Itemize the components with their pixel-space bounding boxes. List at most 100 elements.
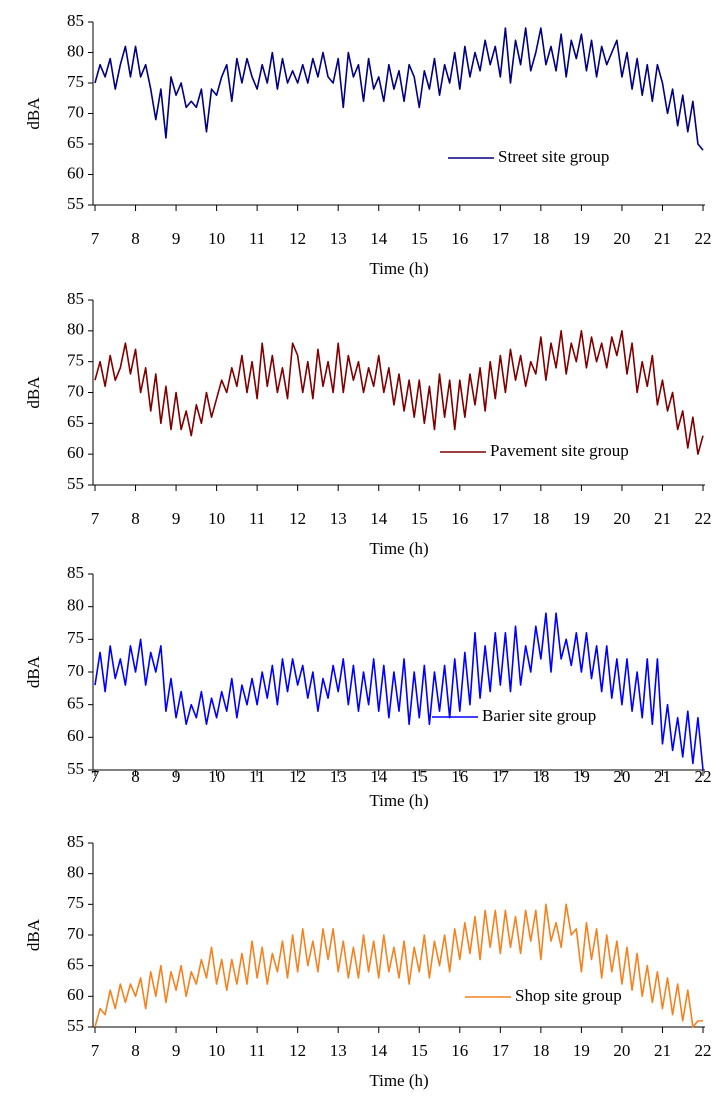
x-tick-label: 9 [172,1041,181,1060]
x-tick-label: 13 [330,509,347,528]
x-tick-label: 7 [91,767,100,786]
data-line [94,330,704,455]
x-tick-label: 17 [492,229,510,248]
x-tick-label: 21 [654,229,671,248]
x-tick-label: 11 [249,1041,265,1060]
x-axis-label: Time (h) [369,539,428,558]
x-tick-label: 7 [91,1041,100,1060]
x-tick-label: 10 [208,509,225,528]
x-tick-label: 22 [695,509,712,528]
x-tick-label: 22 [695,767,712,786]
x-tick-label: 13 [330,229,347,248]
x-tick-label: 18 [532,229,549,248]
legend-label: Street site group [498,147,609,166]
y-tick-label: 70 [67,102,84,121]
y-tick-label: 55 [67,1016,84,1035]
x-axis-label: Time (h) [369,1071,428,1090]
x-tick-label: 15 [411,229,428,248]
x-tick-label: 16 [451,229,468,248]
x-axis-label: Time (h) [369,259,428,278]
x-tick-label: 11 [249,509,265,528]
x-tick-label: 22 [695,229,712,248]
legend-label: Pavement site group [490,441,629,460]
y-tick-label: 85 [67,11,84,30]
data-line [94,27,704,151]
chart-panel: 55 60 65 70 75 80 85 7 8 9 10 11 12 13 14 15 16 17 18 19 20 2… [24,563,712,810]
x-tick-label: 9 [172,509,181,528]
y-tick-label: 55 [67,194,84,213]
x-tick-label: 20 [613,767,630,786]
x-tick-label: 11 [249,767,265,786]
chart-panel: 55 60 65 70 75 80 85 7 8 9 10 11 12 13 14 15 16 17 18 19 20 2… [24,832,712,1090]
x-tick-label: 10 [208,767,225,786]
y-tick-label: 80 [67,863,84,882]
x-tick-label: 20 [613,509,630,528]
y-tick-label: 55 [67,474,84,493]
y-tick-label: 65 [67,955,84,974]
x-tick-label: 9 [172,767,181,786]
x-tick-label: 15 [411,767,428,786]
x-tick-label: 19 [573,1041,590,1060]
y-tick-label: 70 [67,381,84,400]
y-tick-label: 75 [67,893,84,912]
x-tick-label: 8 [131,767,140,786]
x-tick-label: 20 [613,229,630,248]
y-tick-label: 80 [67,596,84,615]
y-tick-label: 75 [67,72,84,91]
x-tick-label: 12 [289,229,306,248]
y-tick-label: 70 [67,924,84,943]
y-tick-label: 75 [67,628,84,647]
y-tick-label: 60 [67,726,84,745]
chart-panel: 55 60 65 70 75 80 85 7 8 9 10 11 12 13 14 15 16 17 18 19 20 2… [24,289,712,558]
x-axis-label: Time (h) [369,791,428,810]
y-tick-label: 65 [67,133,84,152]
x-tick-label: 18 [532,509,549,528]
x-tick-label: 18 [532,767,549,786]
x-tick-label: 8 [131,1041,140,1060]
y-tick-label: 60 [67,163,84,182]
x-tick-label: 18 [532,1041,549,1060]
x-tick-label: 10 [208,1041,225,1060]
data-line [94,903,703,1028]
x-tick-label: 12 [289,767,306,786]
chart-panel: 55 60 65 70 75 80 85 7 8 9 10 11 12 13 14 15 16 17 18 19 20 2… [24,11,712,278]
x-tick-label: 14 [370,509,388,528]
x-tick-label: 14 [370,767,388,786]
x-tick-label: 16 [451,509,468,528]
x-tick-label: 7 [91,229,100,248]
x-tick-label: 11 [249,229,265,248]
y-axis-label: dBA [24,97,43,130]
x-tick-label: 19 [573,229,590,248]
x-tick-label: 10 [208,229,225,248]
x-tick-label: 17 [492,767,510,786]
y-tick-label: 85 [67,289,84,308]
x-tick-label: 17 [492,509,510,528]
y-tick-label: 75 [67,351,84,370]
x-tick-label: 21 [654,509,671,528]
x-tick-label: 21 [654,1041,671,1060]
y-tick-label: 60 [67,443,84,462]
y-axis-label: dBA [24,918,43,951]
x-tick-label: 13 [330,1041,347,1060]
x-tick-label: 12 [289,1041,306,1060]
x-tick-label: 14 [370,1041,388,1060]
y-axis-label: dBA [24,376,43,409]
x-tick-label: 16 [451,767,468,786]
x-tick-label: 15 [411,509,428,528]
x-tick-label: 9 [172,229,181,248]
legend-label: Shop site group [515,986,622,1005]
x-tick-label: 16 [451,1041,468,1060]
x-tick-label: 15 [411,1041,428,1060]
y-tick-label: 85 [67,832,84,851]
x-tick-label: 8 [131,509,140,528]
y-tick-label: 55 [67,759,84,778]
x-tick-label: 7 [91,509,100,528]
y-tick-label: 85 [67,563,84,582]
y-tick-label: 80 [67,320,84,339]
legend-label: Barier site group [482,706,596,725]
x-tick-label: 17 [492,1041,510,1060]
y-axis-label: dBA [24,655,43,688]
x-tick-label: 12 [289,509,306,528]
y-tick-label: 65 [67,412,84,431]
